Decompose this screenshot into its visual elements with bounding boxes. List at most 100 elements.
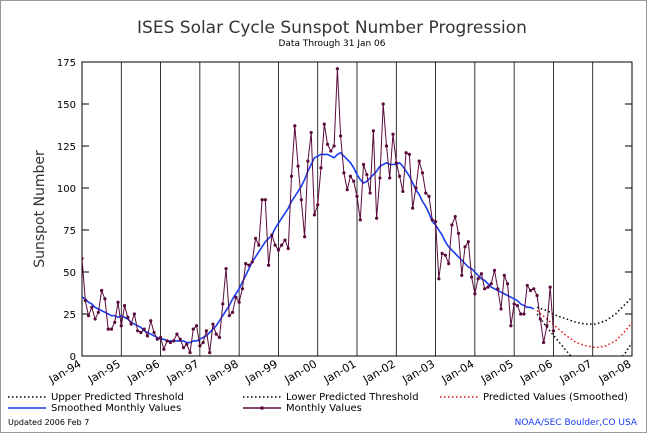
data-point <box>411 206 415 210</box>
data-point <box>126 315 130 319</box>
data-point <box>551 329 556 333</box>
data-point <box>388 176 392 180</box>
data-point <box>152 330 156 335</box>
data-point <box>469 275 474 279</box>
data-point <box>230 310 235 314</box>
data-point <box>93 317 97 321</box>
data-point <box>460 273 464 277</box>
y-tick-label: 150 <box>57 100 76 111</box>
data-point <box>86 314 91 318</box>
data-point <box>208 351 212 355</box>
data-point <box>172 339 176 343</box>
data-point <box>293 124 297 128</box>
legend-label: Smoothed Monthly Values <box>51 403 181 414</box>
data-point <box>525 283 529 288</box>
data-point <box>322 122 326 126</box>
y-tick-label: 100 <box>57 184 76 195</box>
data-point <box>306 159 310 163</box>
data-point <box>391 132 395 136</box>
legend-label: Upper Predicted Threshold <box>51 392 184 403</box>
data-point <box>312 213 317 217</box>
data-point <box>214 332 218 336</box>
legend-label: Monthly Values <box>286 403 362 414</box>
data-point <box>162 347 166 351</box>
data-point <box>185 342 189 346</box>
data-point <box>476 277 480 281</box>
data-point <box>486 285 490 289</box>
data-point <box>515 304 520 308</box>
data-point <box>168 340 172 345</box>
data-point <box>136 329 140 333</box>
data-point <box>103 297 107 301</box>
data-point <box>280 243 284 247</box>
data-point <box>332 144 336 148</box>
data-point <box>116 300 120 304</box>
data-point <box>142 327 146 331</box>
data-point <box>509 324 513 328</box>
data-point <box>181 346 186 350</box>
data-point <box>443 253 447 257</box>
data-point <box>456 231 461 235</box>
data-point <box>473 292 477 296</box>
y-tick-label: 25 <box>63 310 76 321</box>
data-point <box>414 186 418 190</box>
data-point <box>542 340 546 345</box>
data-point <box>253 236 258 240</box>
data-point <box>430 218 434 222</box>
chart-title: ISES Solar Cycle Sunspot Number Progress… <box>137 18 527 38</box>
data-point <box>499 307 503 311</box>
data-point <box>244 262 248 266</box>
data-point <box>299 198 303 202</box>
data-point <box>420 171 425 175</box>
data-point <box>158 335 163 340</box>
data-point <box>453 214 457 219</box>
data-point <box>502 273 506 277</box>
data-point <box>286 246 290 251</box>
data-point <box>394 161 398 165</box>
y-tick-label: 50 <box>63 268 76 279</box>
data-point <box>404 151 408 155</box>
data-point <box>303 235 307 239</box>
data-point <box>505 282 510 286</box>
data-point <box>96 310 100 314</box>
data-point <box>234 295 238 299</box>
data-point <box>270 233 274 237</box>
data-point <box>378 176 382 180</box>
data-point <box>433 220 438 224</box>
data-point <box>325 142 330 146</box>
data-point <box>201 340 205 345</box>
data-point <box>198 344 202 348</box>
data-point <box>528 288 533 293</box>
data-point <box>424 191 428 195</box>
data-point <box>83 298 87 303</box>
data-point <box>365 172 369 177</box>
data-point <box>427 194 431 198</box>
data-point <box>276 248 281 252</box>
data-point <box>165 339 169 343</box>
data-point <box>109 327 114 331</box>
data-point <box>548 285 552 289</box>
data-point <box>221 302 225 306</box>
data-point <box>194 324 199 328</box>
data-point <box>263 198 267 202</box>
legend-label: Predicted Values (Smoothed) <box>483 392 628 403</box>
series-layer <box>82 67 632 356</box>
data-point <box>348 174 353 178</box>
data-point <box>100 288 104 293</box>
data-point <box>496 287 500 291</box>
data-point <box>375 216 379 220</box>
data-point <box>407 152 411 156</box>
updated-note: Updated 2006 Feb 7 <box>8 418 89 427</box>
data-point <box>155 337 159 341</box>
data-point <box>149 319 153 323</box>
y-tick-label: 175 <box>57 58 76 69</box>
data-point <box>440 251 444 256</box>
data-point <box>463 245 467 249</box>
data-point <box>401 189 405 193</box>
data-point <box>358 218 362 222</box>
data-point <box>257 243 261 247</box>
data-point <box>250 260 254 264</box>
data-point <box>132 312 136 316</box>
data-point <box>545 324 549 328</box>
